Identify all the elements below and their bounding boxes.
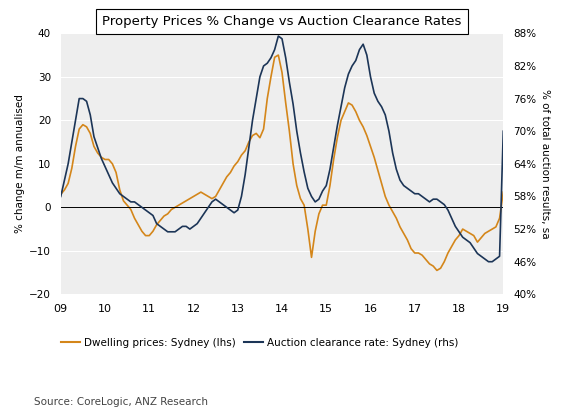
Line: Auction clearance rate: Sydney (rhs): Auction clearance rate: Sydney (rhs) — [61, 36, 503, 262]
Auction clearance rate: Sydney (rhs): (4.92, 87.5): Sydney (rhs): (4.92, 87.5) — [275, 34, 282, 39]
Dwelling prices: Sydney (lhs): (6.33, 20): Sydney (lhs): (6.33, 20) — [338, 118, 345, 123]
Dwelling prices: Sydney (lhs): (9.5, -7): Sydney (lhs): (9.5, -7) — [478, 236, 485, 240]
Auction clearance rate: Sydney (rhs): (9.67, 46): Sydney (rhs): (9.67, 46) — [485, 259, 492, 264]
Title: Property Prices % Change vs Auction Clearance Rates: Property Prices % Change vs Auction Clea… — [102, 15, 462, 28]
Dwelling prices: Sydney (lhs): (0, 3): Sydney (lhs): (0, 3) — [58, 192, 64, 197]
Text: Source: CoreLogic, ANZ Research: Source: CoreLogic, ANZ Research — [34, 397, 208, 407]
Auction clearance rate: Sydney (rhs): (4.25, 67): Sydney (rhs): (4.25, 67) — [245, 145, 252, 150]
Dwelling prices: Sydney (lhs): (4.92, 35): Sydney (lhs): (4.92, 35) — [275, 53, 282, 58]
Auction clearance rate: Sydney (rhs): (1, 63.5): Sydney (rhs): (1, 63.5) — [102, 164, 108, 169]
Line: Dwelling prices: Sydney (lhs): Dwelling prices: Sydney (lhs) — [61, 55, 503, 270]
Y-axis label: % change m/m annualised: % change m/m annualised — [15, 95, 25, 233]
Auction clearance rate: Sydney (rhs): (2.33, 52): Sydney (rhs): (2.33, 52) — [160, 226, 167, 231]
Auction clearance rate: Sydney (rhs): (6.33, 74.5): Sydney (rhs): (6.33, 74.5) — [338, 104, 345, 109]
Auction clearance rate: Sydney (rhs): (0, 58): Sydney (rhs): (0, 58) — [58, 194, 64, 199]
Y-axis label: % of total auction results, sa: % of total auction results, sa — [540, 89, 550, 239]
Auction clearance rate: Sydney (rhs): (9.42, 47.5): Sydney (rhs): (9.42, 47.5) — [474, 251, 481, 256]
Dwelling prices: Sydney (lhs): (10, 3.5): Sydney (lhs): (10, 3.5) — [500, 189, 507, 194]
Dwelling prices: Sydney (lhs): (4.25, 15): Sydney (lhs): (4.25, 15) — [245, 140, 252, 145]
Dwelling prices: Sydney (lhs): (1, 11): Sydney (lhs): (1, 11) — [102, 157, 108, 162]
Dwelling prices: Sydney (lhs): (6.83, 18.5): Sydney (lhs): (6.83, 18.5) — [360, 125, 367, 129]
Dwelling prices: Sydney (lhs): (8.5, -14.5): Sydney (lhs): (8.5, -14.5) — [433, 268, 440, 273]
Auction clearance rate: Sydney (rhs): (10, 70): Sydney (rhs): (10, 70) — [500, 129, 507, 134]
Auction clearance rate: Sydney (rhs): (6.83, 86): Sydney (rhs): (6.83, 86) — [360, 42, 367, 47]
Dwelling prices: Sydney (lhs): (2.33, -2): Sydney (lhs): (2.33, -2) — [160, 214, 167, 219]
Legend: Dwelling prices: Sydney (lhs), Auction clearance rate: Sydney (rhs): Dwelling prices: Sydney (lhs), Auction c… — [57, 333, 463, 352]
